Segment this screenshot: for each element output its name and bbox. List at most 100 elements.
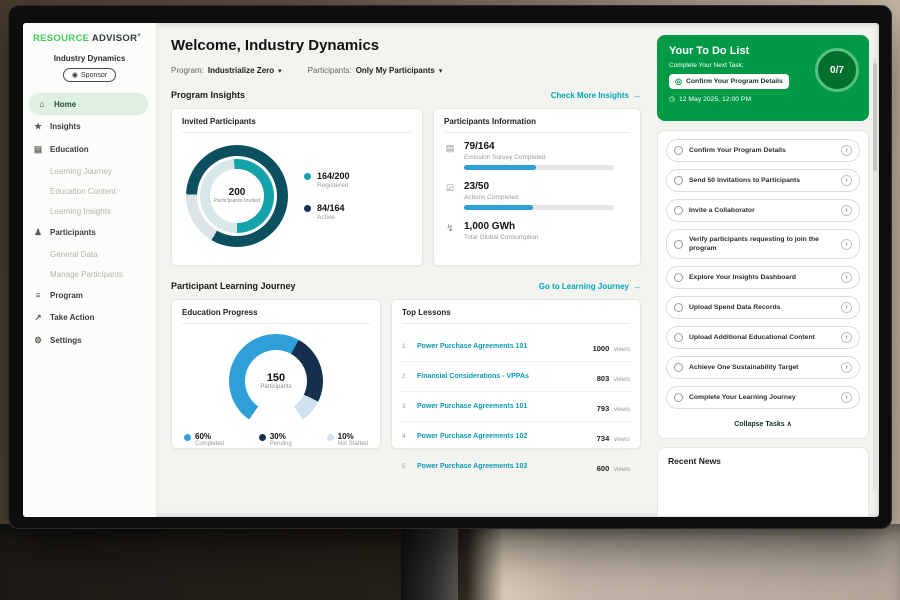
lesson-link[interactable]: Power Purchase Agreements 101 (417, 403, 528, 410)
task-row-6[interactable]: Upload Spend Data Records › (666, 296, 860, 320)
task-checkbox[interactable] (674, 176, 683, 185)
sponsor-badge[interactable]: ◉ Sponsor (62, 68, 117, 83)
sidebar-item-education[interactable]: ▤ Education (23, 138, 156, 161)
logo-text-primary: RESOURCE (33, 33, 90, 45)
task-checkbox[interactable] (674, 333, 683, 343)
task-row-5[interactable]: Explore Your Insights Dashboard › (666, 266, 860, 290)
chevron-right-icon[interactable]: › (841, 205, 852, 216)
chevron-right-icon[interactable]: › (841, 238, 852, 250)
sidebar-item-label: Program (50, 290, 83, 300)
emission-survey-stat: ▤ 79/164 Emission Survey Completed (444, 141, 630, 170)
program-insights-header: Program Insights Check More Insights → (171, 90, 641, 100)
task-row-1[interactable]: Confirm Your Program Details › (666, 139, 860, 162)
program-insights-title: Program Insights (171, 90, 246, 100)
todo-subtitle: Complete Your Next Task: (669, 62, 744, 69)
sidebar-item-label: Learning Journey (50, 166, 112, 176)
scrollbar-thumb[interactable] (873, 63, 877, 171)
lesson-link[interactable]: Power Purchase Agreements 103 (417, 463, 528, 470)
monitor-bezel: RESOURCE ADVISOR+ Industry Dynamics ◉ Sp… (8, 5, 892, 529)
sidebar-item-participants[interactable]: ♟ Participants (23, 221, 156, 244)
sidebar-item-label: Settings (50, 336, 82, 346)
task-checkbox[interactable] (674, 363, 683, 373)
energy-icon: ↯ (446, 223, 454, 233)
sidebar-item-learning-journey[interactable]: Learning Journey (23, 161, 156, 181)
lesson-link[interactable]: Financial Considerations - VPPAs (417, 373, 529, 380)
sidebar-item-program[interactable]: ≡ Program (23, 284, 156, 306)
task-checkbox[interactable] (674, 206, 683, 215)
card-title: Invited Participants (182, 117, 412, 133)
lesson-row-3: 3 Power Purchase Agreements 101 793 view… (402, 392, 630, 422)
chevron-right-icon[interactable]: › (841, 302, 852, 314)
lesson-row-1: 1 Power Purchase Agreements 101 1000 vie… (402, 332, 630, 362)
monitor-stand (401, 526, 458, 600)
task-row-8[interactable]: Achieve One Sustainability Target › (666, 356, 860, 380)
sidebar-item-label: Home (54, 99, 77, 109)
survey-icon: ▤ (445, 143, 455, 153)
program-icon: ≡ (35, 290, 41, 301)
education-gauge-chart: 150 Participants (229, 334, 323, 428)
insights-icon: ★ (34, 121, 42, 132)
sidebar-item-home[interactable]: ⌂ Home (29, 93, 148, 116)
sidebar-item-learning-insights[interactable]: Learning Insights (23, 201, 156, 221)
sidebar-nav: ⌂ Home ★ Insights ▤ Education Learning J… (23, 93, 156, 352)
learning-journey-title: Participant Learning Journey (171, 281, 296, 291)
task-row-4[interactable]: Verify participants requesting to join t… (666, 229, 860, 260)
participants-filter-value: Only My Participants (355, 66, 435, 75)
sidebar-item-manage-participants[interactable]: Manage Participants (23, 264, 156, 284)
todo-panel: Your To Do List Complete Your Next Task:… (653, 23, 879, 517)
collapse-tasks-button[interactable]: Collapse Tasks ∧ (734, 421, 792, 429)
sidebar-item-label: Manage Participants (50, 269, 123, 279)
chevron-right-icon[interactable]: › (841, 362, 852, 374)
go-to-learning-journey-link[interactable]: Go to Learning Journey → (538, 281, 641, 291)
chevron-down-icon: ▾ (278, 67, 282, 75)
program-filter-value: Industrialize Zero (207, 66, 275, 75)
actions-icon: ☑ (445, 183, 455, 193)
next-task-pill[interactable]: ◎ Confirm Your Program Details (669, 74, 789, 89)
next-task-label: Confirm Your Program Details (685, 78, 783, 85)
sidebar-item-settings[interactable]: ⚙ Settings (23, 329, 156, 352)
consumption-stat: ↯ 1,000 GWh Total Global Consumption (444, 221, 630, 245)
task-checkbox[interactable] (674, 146, 683, 155)
task-checkbox[interactable] (674, 273, 683, 283)
completed-dot (184, 434, 191, 441)
clock-icon: ◷ (669, 96, 675, 103)
task-row-7[interactable]: Upload Additional Educational Content › (666, 326, 860, 350)
check-more-insights-link[interactable]: Check More Insights → (550, 90, 641, 100)
chevron-right-icon[interactable]: › (841, 145, 852, 156)
sidebar-item-general-data[interactable]: General Data (23, 244, 156, 264)
sidebar-item-take-action[interactable]: ↗ Take Action (23, 306, 156, 329)
task-checkbox[interactable] (674, 393, 683, 403)
chevron-right-icon[interactable]: › (841, 175, 852, 186)
lesson-link[interactable]: Power Purchase Agreements 102 (417, 433, 528, 440)
pending-dot (258, 434, 266, 441)
task-checkbox[interactable] (674, 239, 683, 249)
arrow-right-icon: → (633, 281, 641, 291)
chevron-right-icon[interactable]: › (841, 332, 852, 344)
sidebar-item-insights[interactable]: ★ Insights (23, 115, 156, 138)
sidebar-item-label: Education (50, 145, 89, 155)
sidebar-item-label: Insights (50, 122, 81, 132)
progress-bar (464, 205, 614, 210)
lesson-link[interactable]: Power Purchase Agreements 101 (417, 343, 528, 350)
program-filter-label: Program: (171, 66, 204, 75)
legend-not-started: 10% Not Started (326, 432, 368, 447)
chevron-down-icon: ▾ (438, 67, 443, 75)
chevron-right-icon[interactable]: › (841, 272, 852, 284)
program-filter-dropdown[interactable]: Program: Industrialize Zero ▾ (171, 66, 282, 75)
task-checkbox[interactable] (674, 303, 683, 313)
chevron-right-icon[interactable]: › (841, 392, 852, 404)
scrollbar[interactable] (873, 57, 877, 493)
task-row-3[interactable]: Invite a Collaborator › (666, 199, 860, 222)
invited-donut-chart: 200 Participants Invited (186, 145, 288, 247)
education-icon: ▤ (33, 144, 43, 155)
participants-information-card: Participants Information ▤ 79/164 Emissi… (433, 108, 641, 266)
top-lessons-card: Top Lessons 1 Power Purchase Agreements … (391, 299, 641, 473)
todo-summary-card: Your To Do List Complete Your Next Task:… (657, 35, 869, 121)
task-row-2[interactable]: Send 50 Invitations to Participants › (666, 169, 860, 192)
sponsor-icon: ◉ (71, 72, 79, 80)
sidebar-item-education-content[interactable]: Education Content (23, 181, 156, 201)
task-row-9[interactable]: Complete Your Learning Journey › (666, 386, 860, 410)
due-date: 12 May 2025, 12:00 PM (678, 95, 752, 103)
due-date-row: ◷ 12 May 2025, 12:00 PM (669, 95, 857, 104)
participants-filter-dropdown[interactable]: Participants: Only My Participants ▾ (308, 66, 443, 75)
